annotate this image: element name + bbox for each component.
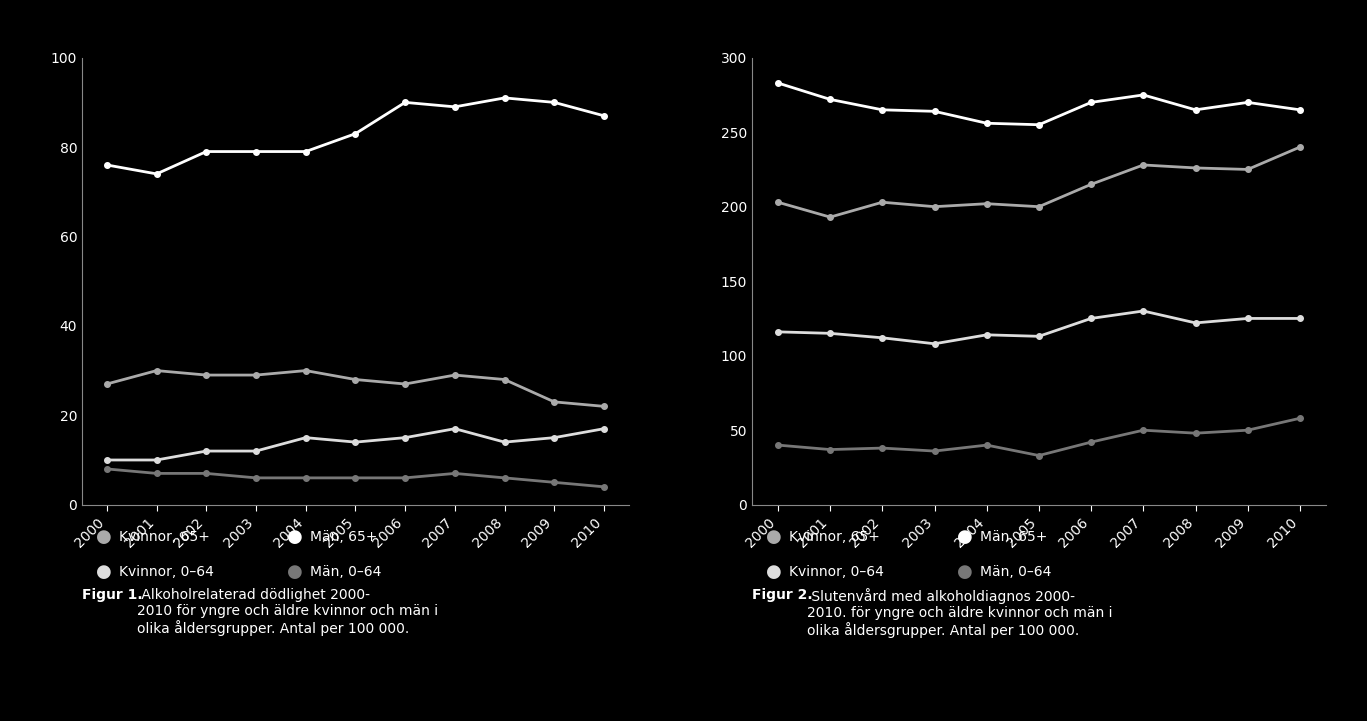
Text: ●: ● — [957, 528, 973, 546]
Text: ●: ● — [287, 563, 303, 580]
Text: Alkoholrelaterad dödlighet 2000-
2010 för yngre och äldre kvinnor och män i
olik: Alkoholrelaterad dödlighet 2000- 2010 fö… — [137, 588, 437, 637]
Text: ●: ● — [766, 563, 782, 580]
Text: Slutenvård med alkoholdiagnos 2000-
2010. för yngre och äldre kvinnor och män i
: Slutenvård med alkoholdiagnos 2000- 2010… — [807, 588, 1111, 638]
Text: Figur 1.: Figur 1. — [82, 588, 142, 601]
Text: Män, 0–64: Män, 0–64 — [980, 565, 1051, 579]
Text: Män, 65+: Män, 65+ — [980, 530, 1047, 544]
Text: Figur 2.: Figur 2. — [752, 588, 812, 601]
Text: Kvinnor, 65+: Kvinnor, 65+ — [119, 530, 209, 544]
Text: Kvinnor, 65+: Kvinnor, 65+ — [789, 530, 879, 544]
Text: Kvinnor, 0–64: Kvinnor, 0–64 — [789, 565, 883, 579]
Text: Män, 65+: Män, 65+ — [310, 530, 377, 544]
Text: ●: ● — [96, 563, 112, 580]
Text: ●: ● — [96, 528, 112, 546]
Text: Män, 0–64: Män, 0–64 — [310, 565, 381, 579]
Text: ●: ● — [287, 528, 303, 546]
Text: Kvinnor, 0–64: Kvinnor, 0–64 — [119, 565, 213, 579]
Text: ●: ● — [766, 528, 782, 546]
Text: ●: ● — [957, 563, 973, 580]
